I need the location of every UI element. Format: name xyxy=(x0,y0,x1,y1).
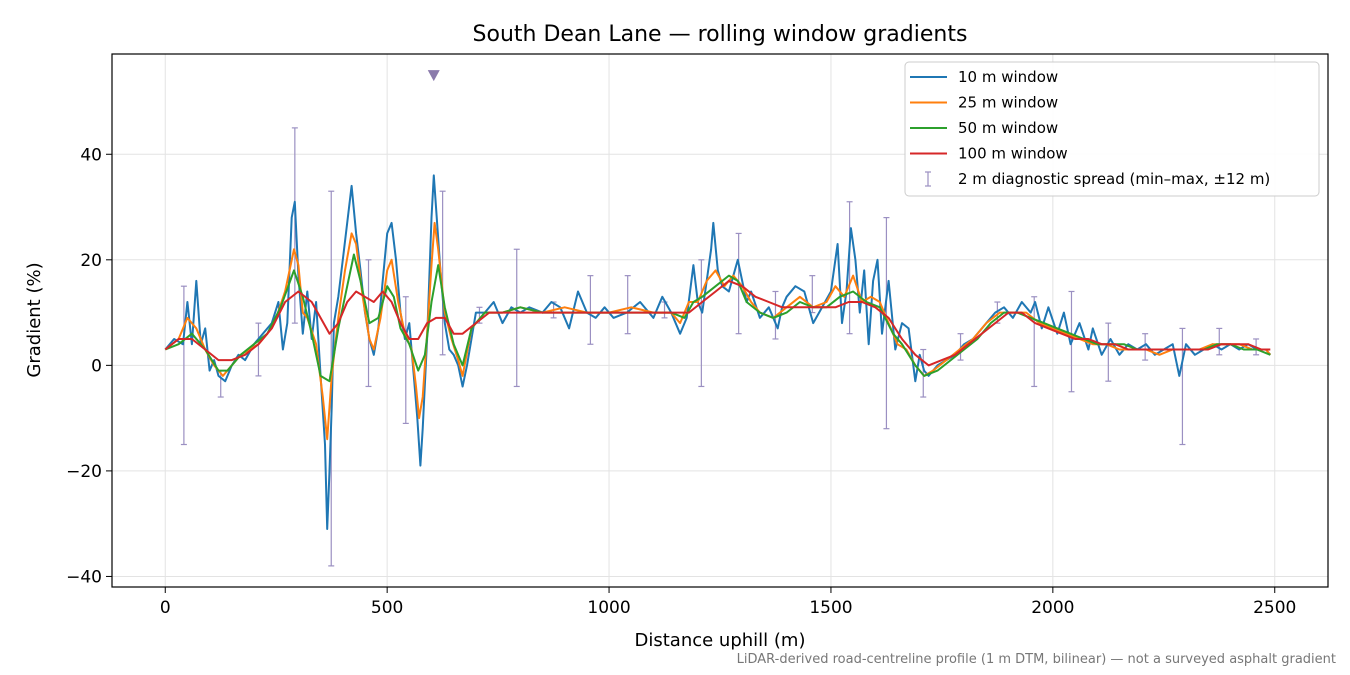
error-bar xyxy=(846,201,853,335)
error-bar xyxy=(1031,296,1038,388)
y-tick-label: −20 xyxy=(66,462,102,482)
x-tick-label: 2500 xyxy=(1253,598,1296,618)
y-tick-label: −40 xyxy=(66,567,102,587)
error-bar xyxy=(920,348,927,398)
x-tick-label: 500 xyxy=(371,598,403,618)
legend-box xyxy=(904,61,1320,197)
footnote: LiDAR-derived road-centreline profile (1… xyxy=(736,652,1336,667)
legend-label: 50 m window xyxy=(958,119,1058,137)
legend-label: 10 m window xyxy=(958,68,1058,86)
x-tick-label: 1000 xyxy=(587,598,630,618)
peak-marker xyxy=(427,70,440,82)
chart-title: South Dean Lane — rolling window gradien… xyxy=(473,22,968,47)
error-bar xyxy=(624,275,631,335)
series-line-3 xyxy=(164,253,1271,383)
y-axis-label: Gradient (%) xyxy=(24,262,45,377)
x-axis-ticks: 0 500 1000 1500 2000 2500 xyxy=(160,587,1296,618)
error-bar xyxy=(439,190,446,356)
x-tick-label: 1500 xyxy=(809,598,852,618)
x-tick-label: 0 xyxy=(160,598,171,618)
series-line-4 xyxy=(164,279,1271,367)
error-bar xyxy=(1216,327,1223,356)
error-bar xyxy=(513,248,520,388)
error-bar xyxy=(587,275,594,345)
legend-label: 100 m window xyxy=(958,145,1068,163)
error-bar xyxy=(1142,333,1149,361)
y-axis-ticks: −40 −20 0 20 40 xyxy=(66,145,112,587)
error-bar xyxy=(957,333,964,361)
y-tick-label: 40 xyxy=(80,145,102,165)
error-bar xyxy=(698,259,705,388)
error-bar xyxy=(883,216,890,430)
error-bar xyxy=(1105,322,1112,382)
legend: 10 m window 25 m window 50 m window 100 m w… xyxy=(904,61,1320,197)
x-axis-label: Distance uphill (m) xyxy=(635,630,806,651)
error-bar xyxy=(1179,327,1186,446)
error-bar xyxy=(291,127,298,324)
error-bar xyxy=(402,296,409,425)
plot-frame xyxy=(111,53,1329,588)
y-tick-label: 0 xyxy=(91,356,102,376)
legend-label: 25 m window xyxy=(958,94,1058,112)
series-line-1 xyxy=(164,174,1272,530)
series-lines xyxy=(164,174,1272,530)
x-tick-label: 2000 xyxy=(1031,598,1074,618)
error-bar xyxy=(255,322,262,377)
peak-marker-layer xyxy=(427,70,440,82)
legend-label: 2 m diagnostic spread (min–max, ±12 m) xyxy=(958,170,1270,188)
error-bar xyxy=(180,285,187,446)
y-tick-label: 20 xyxy=(80,251,102,271)
